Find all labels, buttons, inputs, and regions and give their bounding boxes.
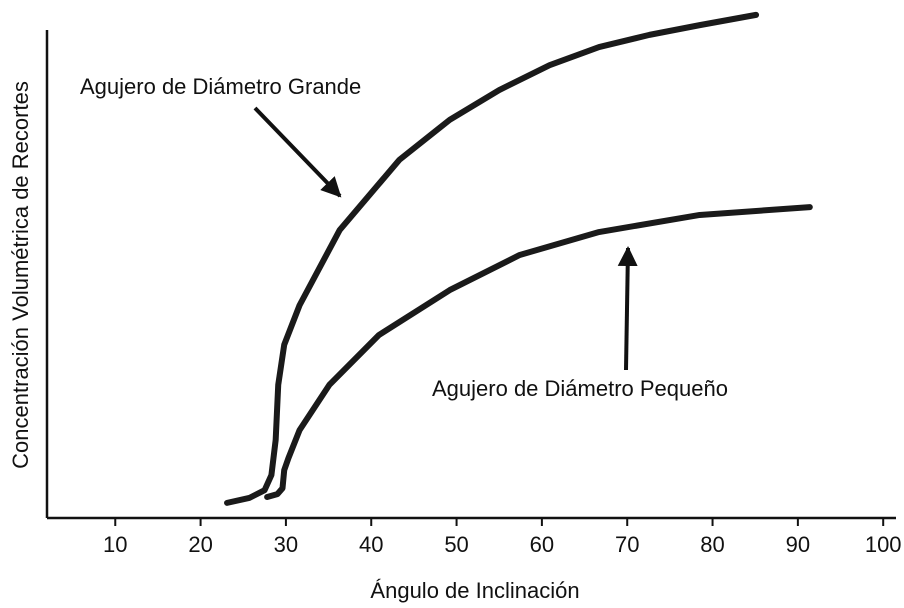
- x-tick-label: 50: [444, 532, 468, 557]
- annotation: Agujero de Diámetro Pequeño: [432, 376, 728, 401]
- y-axis-label: Concentración Volumétrica de Recortes: [8, 81, 33, 469]
- annotation: Agujero de Diámetro Grande: [80, 74, 361, 99]
- x-tick-label: 10: [103, 532, 127, 557]
- x-tick-label: 30: [274, 532, 298, 557]
- x-tick-label: 100: [865, 532, 902, 557]
- x-tick-label: 70: [615, 532, 639, 557]
- x-axis-label: Ángulo de Inclinación: [370, 578, 579, 603]
- x-tick-label: 20: [188, 532, 212, 557]
- arrow: [253, 106, 342, 198]
- x-tick-label: 60: [530, 532, 554, 557]
- line: [224, 11, 760, 506]
- x-tick-label: 80: [700, 532, 724, 557]
- x-tick-label: 40: [359, 532, 383, 557]
- arrow: [617, 246, 638, 371]
- x-tick-label: 90: [786, 532, 810, 557]
- line: [264, 204, 813, 501]
